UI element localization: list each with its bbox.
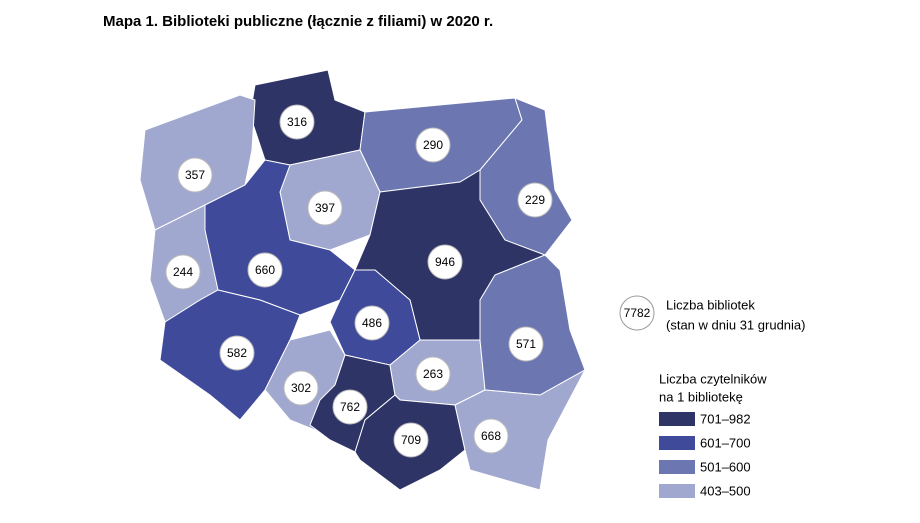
region — [454, 368, 587, 491]
legend-class-label: 403–500 — [700, 483, 751, 498]
region-value: 668 — [481, 429, 501, 443]
region-badge — [283, 370, 319, 406]
region-badge — [473, 418, 509, 454]
region-value: 582 — [227, 346, 247, 360]
title: Mapa 1. Biblioteki publiczne (łącznie z … — [103, 13, 493, 30]
region-badge — [415, 356, 451, 392]
legend-swatch — [659, 460, 695, 474]
region-badge — [354, 305, 390, 341]
region-value: 263 — [423, 367, 443, 381]
region-badge — [427, 244, 463, 280]
map: 316 357 290 229 397 244 660 946 486 582 302 762 263 5… — [139, 69, 587, 491]
region-badge — [177, 157, 213, 193]
region-value: 316 — [287, 115, 307, 129]
region-value: 357 — [185, 168, 205, 182]
legend-swatch — [659, 412, 695, 426]
region-badge — [279, 104, 315, 140]
region-value: 946 — [435, 255, 455, 269]
region-badge — [332, 389, 368, 425]
region-badge — [219, 335, 255, 371]
region-value: 290 — [423, 138, 443, 152]
region-badge — [415, 127, 451, 163]
legend-swatch — [659, 436, 695, 450]
region — [479, 254, 586, 396]
legend-class-label: 501–600 — [700, 459, 751, 474]
region-value: 244 — [173, 265, 193, 279]
region-badge — [307, 190, 343, 226]
region-value: 709 — [401, 433, 421, 447]
region-value: 660 — [255, 263, 275, 277]
region-value: 571 — [516, 337, 536, 351]
legend-sample-value: 7782 — [624, 306, 651, 320]
region-badge — [517, 182, 553, 218]
legend-classes-title: na 1 bibliotekę — [659, 389, 743, 404]
legend-classes-title: Liczba czytelników — [659, 371, 767, 386]
legend-class-label: 701–982 — [700, 411, 751, 426]
region-value: 229 — [525, 193, 545, 207]
legend-class-label: 601–700 — [700, 435, 751, 450]
legend: 7782 Liczba bibliotek (stan w dniu 31 grud… — [619, 295, 805, 498]
region-badge — [393, 422, 429, 458]
region-value: 486 — [362, 316, 382, 330]
legend-sample-label: Liczba bibliotek — [666, 297, 755, 312]
region-badge — [247, 252, 283, 288]
legend-sample-badge — [619, 295, 655, 331]
region-value: 762 — [340, 400, 360, 414]
legend-sample-label: (stan w dniu 31 grudnia) — [666, 317, 805, 332]
region-badge — [508, 326, 544, 362]
region-value: 397 — [315, 201, 335, 215]
region-badge — [165, 254, 201, 290]
region-value: 302 — [291, 381, 311, 395]
legend-swatch — [659, 484, 695, 498]
